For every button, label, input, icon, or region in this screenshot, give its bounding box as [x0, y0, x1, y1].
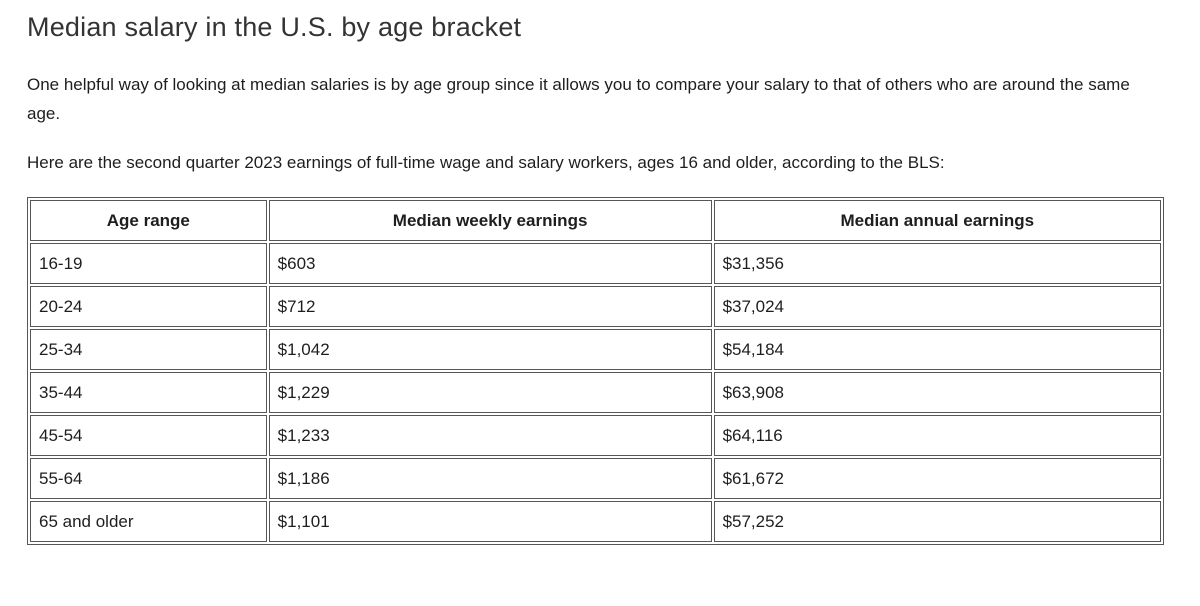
header-median-weekly-earnings: Median weekly earnings — [268, 200, 712, 241]
age-range-cell: 16-19 — [30, 243, 267, 284]
table-header-row: Age range Median weekly earnings Median … — [30, 200, 1161, 241]
age-range-cell: 65 and older — [30, 501, 267, 542]
weekly-earnings-cell: $1,229 — [268, 372, 712, 413]
age-range-cell: 55-64 — [30, 458, 267, 499]
weekly-earnings-cell: $1,042 — [268, 329, 712, 370]
annual-earnings-cell: $61,672 — [713, 458, 1161, 499]
annual-earnings-cell: $37,024 — [713, 286, 1161, 327]
article-page: Median salary in the U.S. by age bracket… — [27, 12, 1164, 545]
age-range-cell: 20-24 — [30, 286, 267, 327]
salary-table: Age range Median weekly earnings Median … — [27, 197, 1164, 545]
table-row: 25-34 $1,042 $54,184 — [30, 329, 1161, 370]
weekly-earnings-cell: $1,101 — [268, 501, 712, 542]
header-age-range: Age range — [30, 200, 267, 241]
table-row: 16-19 $603 $31,356 — [30, 243, 1161, 284]
annual-earnings-cell: $31,356 — [713, 243, 1161, 284]
table-row: 45-54 $1,233 $64,116 — [30, 415, 1161, 456]
page-title: Median salary in the U.S. by age bracket — [27, 12, 522, 42]
table-row: 55-64 $1,186 $61,672 — [30, 458, 1161, 499]
age-range-cell: 45-54 — [30, 415, 267, 456]
weekly-earnings-cell: $1,186 — [268, 458, 712, 499]
weekly-earnings-cell: $1,233 — [268, 415, 712, 456]
table-row: 65 and older $1,101 $57,252 — [30, 501, 1161, 542]
lead-in-paragraph: Here are the second quarter 2023 earning… — [27, 153, 945, 172]
annual-earnings-cell: $57,252 — [713, 501, 1161, 542]
annual-earnings-cell: $54,184 — [713, 329, 1161, 370]
table-row: 20-24 $712 $37,024 — [30, 286, 1161, 327]
annual-earnings-cell: $64,116 — [713, 415, 1161, 456]
header-median-annual-earnings: Median annual earnings — [713, 200, 1161, 241]
age-range-cell: 35-44 — [30, 372, 267, 413]
weekly-earnings-cell: $603 — [268, 243, 712, 284]
intro-paragraph: One helpful way of looking at median sal… — [27, 75, 1130, 123]
annual-earnings-cell: $63,908 — [713, 372, 1161, 413]
weekly-earnings-cell: $712 — [268, 286, 712, 327]
age-range-cell: 25-34 — [30, 329, 267, 370]
table-row: 35-44 $1,229 $63,908 — [30, 372, 1161, 413]
